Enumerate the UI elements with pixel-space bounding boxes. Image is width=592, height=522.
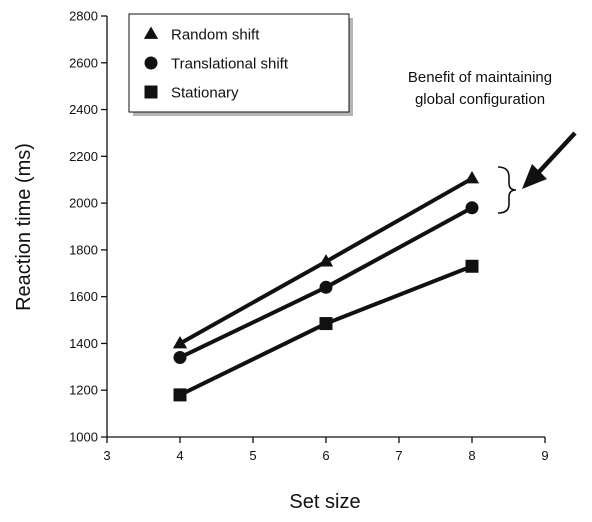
y-tick-label: 1800: [69, 242, 98, 257]
y-tick-label: 2600: [69, 55, 98, 70]
legend: Random shift Translational shift Stationar…: [128, 13, 353, 116]
legend-marker: [144, 85, 158, 99]
legend-box: [128, 13, 350, 113]
x-tick-label: 6: [322, 448, 329, 463]
y-tick-label: 2800: [69, 9, 98, 24]
data-point: [465, 259, 479, 273]
x-tick-label: 5: [249, 448, 256, 463]
data-point: [172, 335, 188, 349]
legend-label: Translational shift: [171, 56, 289, 73]
series-triangle: [172, 171, 480, 349]
legend-label: Random shift: [171, 27, 260, 44]
annotation-arrow-shaft: [536, 131, 577, 175]
data-point: [173, 388, 187, 402]
x-axis-title: Set size: [289, 491, 360, 513]
annotation-text: Benefit of maintaining: [408, 69, 552, 86]
legend-label: Stationary: [171, 85, 239, 102]
y-tick-label: 2000: [69, 196, 98, 211]
series-circle: [173, 201, 479, 364]
legend-marker: [144, 56, 158, 70]
data-point: [319, 280, 333, 294]
y-tick-label: 1000: [69, 430, 98, 445]
x-tick-label: 3: [103, 448, 110, 463]
series-square: [173, 259, 479, 402]
y-tick-label: 2200: [69, 149, 98, 164]
data-point: [464, 171, 480, 184]
data-point: [173, 350, 187, 364]
series-layer: [172, 171, 480, 402]
data-point: [465, 201, 479, 215]
annotation: Benefit of maintaining global configurati…: [408, 69, 577, 214]
x-tick-label: 8: [468, 448, 475, 463]
y-tick-label: 2400: [69, 102, 98, 117]
y-axis-title: Reaction time (ms): [13, 143, 35, 311]
annotation-brace: [497, 166, 517, 214]
annotation-arrow-head: [522, 164, 547, 189]
y-tick-label: 1200: [69, 383, 98, 398]
data-point: [319, 317, 333, 331]
axes: 1000 1200 1400 1600 1800 2000 2200 2400 2600 2800…: [69, 9, 549, 464]
annotation-text: global configuration: [415, 91, 545, 108]
y-tick-label: 1600: [69, 289, 98, 304]
x-tick-label: 9: [541, 448, 548, 463]
data-point: [318, 254, 334, 267]
x-tick-label: 4: [176, 448, 183, 463]
y-tick-label: 1400: [69, 336, 98, 351]
x-tick-label: 7: [395, 448, 402, 463]
legend-marker: [143, 26, 159, 39]
